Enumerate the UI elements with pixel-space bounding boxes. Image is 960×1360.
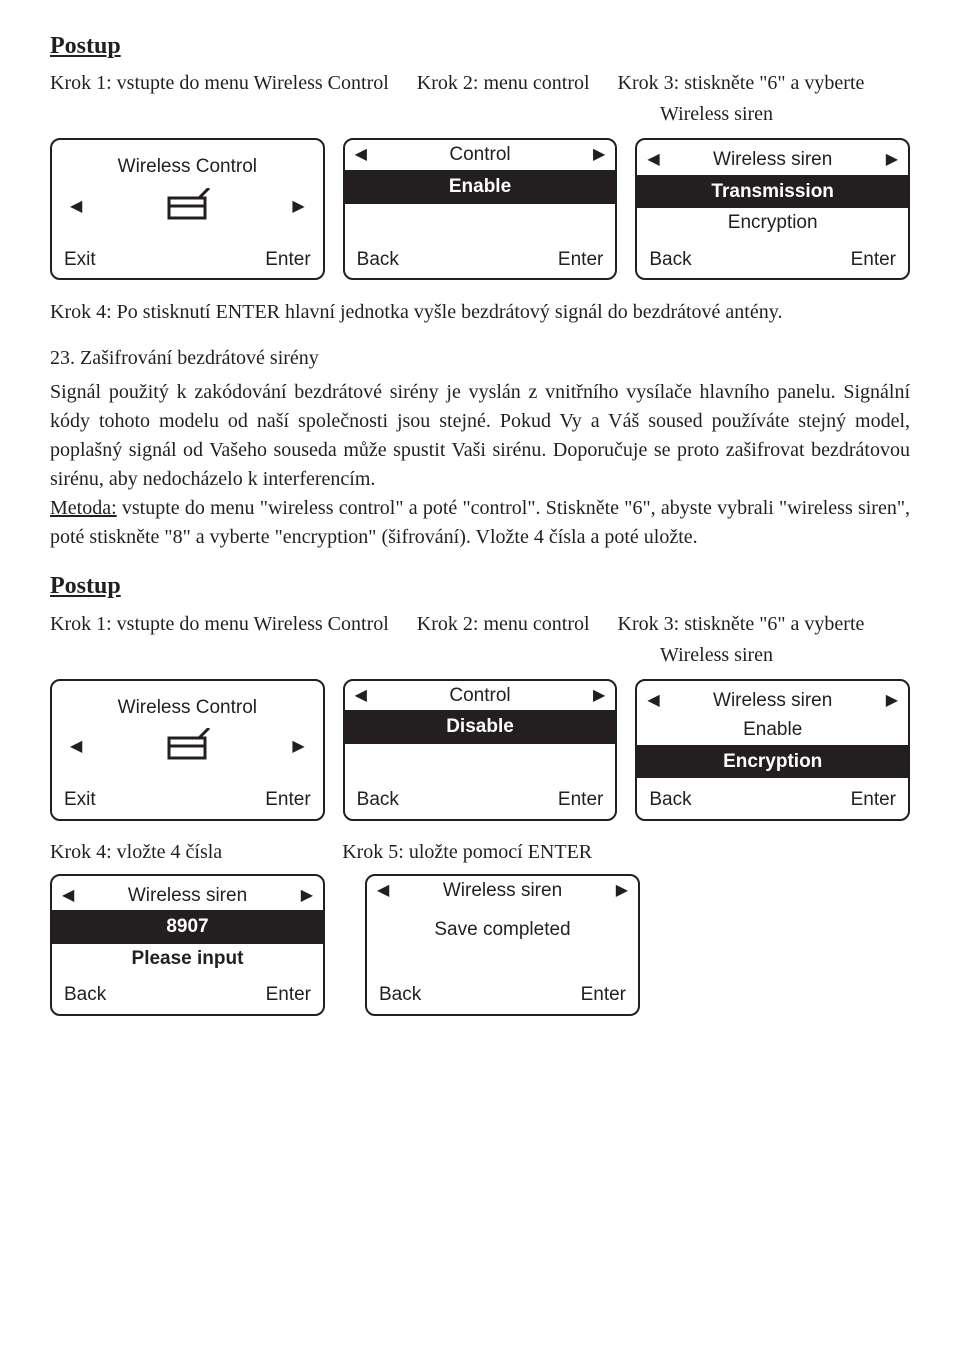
triangle-left-icon: ◀ <box>377 880 389 902</box>
screens-row-b: Wireless Control ◀ ▶ Exit Enter <box>50 679 910 821</box>
softkey-right[interactable]: Enter <box>558 787 603 813</box>
section-23-body: Signál použitý k zakódování bezdrátové s… <box>50 378 910 552</box>
softkey-right[interactable]: Enter <box>558 247 603 273</box>
para2b: vstupte do menu "wireless control" a pot… <box>50 497 910 548</box>
triangle-right-icon: ▶ <box>886 690 898 712</box>
screen-header: Wireless siren <box>389 878 615 904</box>
step-1: Krok 1: vstupte do menu Wireless Control <box>50 611 389 638</box>
screen-header: Control <box>367 142 593 168</box>
screen-title: Wireless Control <box>118 154 257 180</box>
softkey-left[interactable]: Back <box>64 982 106 1008</box>
menu-item-selected[interactable]: Encryption <box>637 745 908 779</box>
step-3b: Wireless siren <box>660 101 910 128</box>
softkey-right[interactable]: Enter <box>265 247 310 273</box>
triangle-right-icon: ▶ <box>301 885 313 907</box>
step-2: Krok 2: menu control <box>417 70 590 97</box>
softkey-right[interactable]: Enter <box>851 787 896 813</box>
softkey-left[interactable]: Exit <box>64 787 96 813</box>
triangle-left-icon: ◀ <box>647 149 659 171</box>
softkey-left[interactable]: Exit <box>64 247 96 273</box>
softkey-right[interactable]: Enter <box>265 787 310 813</box>
heading-postup-1: Postup <box>50 30 910 62</box>
step-5: Krok 5: uložte pomocí ENTER <box>342 839 592 866</box>
triangle-right-icon: ▶ <box>616 880 628 902</box>
triangle-left-icon: ◀ <box>70 736 82 758</box>
screen-input-code: ◀ Wireless siren ▶ 8907 Please input Bac… <box>50 874 325 1016</box>
screen-control-disable: ◀ Control ▶ Disable Back Enter <box>343 679 618 821</box>
triangle-left-icon: ◀ <box>647 690 659 712</box>
method-label: Metoda: <box>50 497 117 519</box>
softkey-left[interactable]: Back <box>649 247 691 273</box>
softkey-right[interactable]: Enter <box>581 982 626 1008</box>
step-3: Krok 3: stiskněte "6" a vyberte <box>618 70 865 97</box>
screen-header: Wireless siren <box>660 147 886 173</box>
softkey-left[interactable]: Back <box>649 787 691 813</box>
triangle-left-icon: ◀ <box>62 885 74 907</box>
triangle-right-icon: ▶ <box>292 196 304 218</box>
para2a: Signál použitý k zakódování bezdrátové s… <box>50 381 910 490</box>
step-4: Krok 4: vložte 4 čísla <box>50 839 222 866</box>
screen-header: Wireless siren <box>74 883 300 909</box>
screen-title: Wireless Control <box>118 695 257 721</box>
menu-item[interactable]: Encryption <box>637 208 908 238</box>
screen-wireless-control-2: Wireless Control ◀ ▶ Exit Enter <box>50 679 325 821</box>
screen-wireless-control: Wireless Control ◀ ▶ Exit Enter <box>50 138 325 280</box>
triangle-left-icon: ◀ <box>70 196 82 218</box>
save-message: Save completed <box>367 915 638 945</box>
device-icon <box>163 728 211 769</box>
screens-row-a: Wireless Control ◀ ▶ Exit Enter ◀ <box>50 138 910 280</box>
heading-postup-2: Postup <box>50 570 910 602</box>
screen-header: Wireless siren <box>660 688 886 714</box>
steps-row-1: Krok 1: vstupte do menu Wireless Control… <box>50 70 910 97</box>
triangle-right-icon: ▶ <box>292 736 304 758</box>
triangle-left-icon: ◀ <box>355 144 367 166</box>
prompt-text: Please input <box>52 944 323 974</box>
triangle-left-icon: ◀ <box>355 685 367 707</box>
softkey-left[interactable]: Back <box>357 247 399 273</box>
code-value[interactable]: 8907 <box>52 910 323 944</box>
menu-item[interactable]: Enable <box>637 715 908 745</box>
screen-save-completed: ◀ Wireless siren ▶ Save completed Back E… <box>365 874 640 1016</box>
softkey-right[interactable]: Enter <box>851 247 896 273</box>
softkey-left[interactable]: Back <box>357 787 399 813</box>
softkey-right[interactable]: Enter <box>266 982 311 1008</box>
softkey-left[interactable]: Back <box>379 982 421 1008</box>
device-icon <box>163 188 211 229</box>
menu-item-selected[interactable]: Enable <box>345 170 616 204</box>
triangle-right-icon: ▶ <box>593 144 605 166</box>
screen-wireless-siren-encryption: ◀ Wireless siren ▶ Enable Encryption Bac… <box>635 679 910 821</box>
step-1: Krok 1: vstupte do menu Wireless Control <box>50 70 389 97</box>
steps-row-2: Krok 1: vstupte do menu Wireless Control… <box>50 611 910 638</box>
menu-item-selected[interactable]: Transmission <box>637 175 908 209</box>
screens-row-c: ◀ Wireless siren ▶ 8907 Please input Bac… <box>50 874 910 1016</box>
step-2: Krok 2: menu control <box>417 611 590 638</box>
screen-wireless-siren-transmission: ◀ Wireless siren ▶ Transmission Encrypti… <box>635 138 910 280</box>
screen-header: Control <box>367 683 593 709</box>
triangle-right-icon: ▶ <box>593 685 605 707</box>
step-3: Krok 3: stiskněte "6" a vyberte <box>618 611 865 638</box>
menu-item-selected[interactable]: Disable <box>345 710 616 744</box>
triangle-right-icon: ▶ <box>886 149 898 171</box>
steps-row-3: Krok 4: vložte 4 čísla Krok 5: uložte po… <box>50 839 910 866</box>
screen-control-enable: ◀ Control ▶ Enable Back Enter <box>343 138 618 280</box>
step-4-text: Krok 4: Po stisknutí ENTER hlavní jednot… <box>50 298 910 327</box>
section-23-title: 23. Zašifrování bezdrátové sirény <box>50 345 910 372</box>
step-3b: Wireless siren <box>660 642 910 669</box>
